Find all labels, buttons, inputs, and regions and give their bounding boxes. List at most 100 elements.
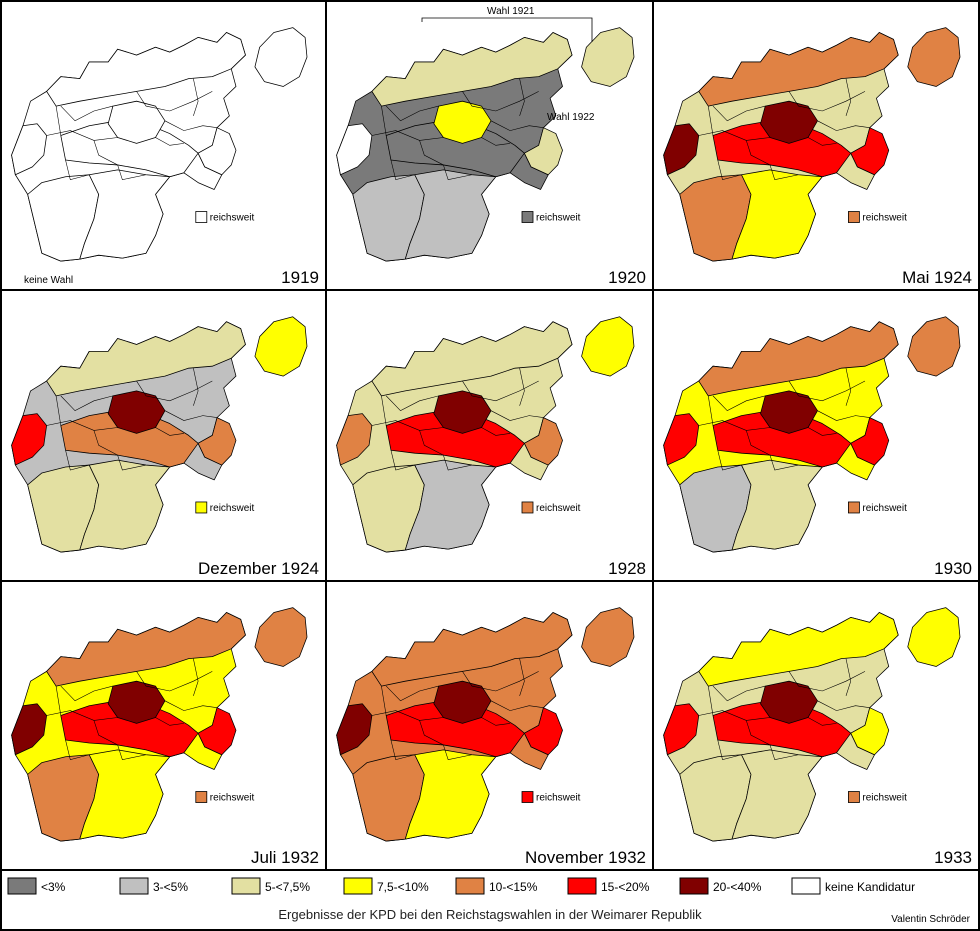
region-east-prussia — [907, 316, 961, 377]
legend-swatch — [791, 877, 821, 895]
legend-swatch — [7, 877, 37, 895]
district-border — [807, 137, 837, 146]
district-border — [698, 130, 771, 141]
region-west — [336, 703, 373, 756]
district-border — [136, 671, 213, 692]
district-border — [164, 120, 218, 131]
district-border — [55, 106, 62, 136]
district-border — [93, 430, 118, 456]
germany-map — [11, 316, 308, 553]
region-silesia — [197, 417, 237, 466]
germany-map — [663, 316, 961, 553]
district-border — [419, 430, 444, 456]
district-border — [490, 700, 544, 711]
district-border — [745, 430, 771, 456]
germany-map — [11, 27, 308, 262]
legend-swatch — [679, 877, 709, 895]
district-border — [707, 395, 714, 426]
reichsweit-swatch — [195, 501, 208, 514]
district-border — [490, 410, 544, 421]
district-border — [717, 159, 742, 181]
map-panels: reichsweit 1919 keine Wahl reichsweit 1920 Wa… — [2, 2, 978, 869]
district-border — [155, 427, 184, 436]
district-border — [371, 710, 444, 721]
district-border — [462, 380, 539, 402]
region-bavaria — [731, 459, 823, 551]
legend-swatch — [231, 877, 261, 895]
district-border — [519, 658, 525, 696]
legend-label: 3-<5% — [153, 880, 188, 894]
footer-background — [2, 901, 978, 929]
reichsweit-swatch — [195, 211, 208, 223]
district-border — [817, 700, 870, 711]
reichsweit-swatch — [521, 501, 534, 514]
region-north — [698, 612, 899, 687]
district-border — [381, 395, 387, 426]
district-border — [65, 159, 90, 181]
region-silesia — [197, 707, 237, 756]
region-west — [663, 123, 700, 176]
region-bavaria — [404, 459, 497, 551]
region-silesia — [850, 707, 890, 756]
reichsweit-label: reichsweit — [536, 793, 581, 804]
district-border — [155, 137, 184, 146]
region-silesia — [524, 417, 563, 466]
district-border — [788, 91, 866, 112]
district-border — [788, 671, 866, 692]
district-border — [117, 164, 147, 180]
legend-label: 7,5-<10% — [377, 880, 429, 894]
reichsweit-swatch — [521, 791, 534, 803]
legend-swatch — [455, 877, 485, 895]
map-panel: reichsweit 1920 Wahl 1921 Wahl 1922 — [327, 2, 652, 289]
district-border — [419, 140, 444, 166]
district-border — [46, 420, 118, 431]
election-label: 1930 — [934, 559, 972, 578]
reichsweit-swatch — [848, 211, 860, 223]
region-north — [698, 32, 899, 107]
district-border — [155, 717, 184, 726]
district-border — [769, 455, 799, 471]
district-border — [788, 380, 866, 402]
district-border — [65, 739, 90, 761]
region-bavaria — [404, 749, 497, 840]
district-border — [46, 710, 118, 721]
district-border — [93, 140, 118, 166]
district-border — [385, 685, 439, 702]
map-panel: reichsweit Mai 1924 — [654, 2, 978, 289]
election-label: 1928 — [608, 559, 646, 578]
region-east-prussia — [907, 607, 961, 667]
germany-map — [336, 316, 635, 553]
election-label: 1920 — [608, 268, 646, 287]
district-border — [117, 744, 147, 760]
district-border — [136, 91, 213, 112]
map-panel: reichsweit 1919 keine Wahl — [2, 2, 325, 289]
germany-map — [336, 27, 635, 262]
reichsweit-label: reichsweit — [862, 503, 907, 514]
district-border — [712, 685, 766, 702]
region-silesia — [850, 417, 890, 466]
district-border — [845, 658, 852, 696]
region-east-prussia — [254, 607, 308, 667]
district-border — [117, 455, 147, 471]
region-bavaria — [79, 169, 171, 260]
district-border — [717, 450, 742, 471]
election-label: 1933 — [934, 848, 972, 867]
legend: <3% 3-<5% 5-<7,5% 7,5-<10% 10-<15% 15-<20% 20-… — [2, 871, 978, 929]
map-panel: reichsweit November 1932 — [327, 582, 652, 869]
district-border — [390, 159, 415, 181]
district-border — [707, 106, 714, 136]
region-silesia — [524, 707, 563, 756]
region-silesia — [850, 127, 890, 176]
region-bavaria — [731, 169, 823, 260]
district-border — [519, 78, 525, 116]
district-border — [817, 120, 870, 131]
district-border — [462, 671, 539, 692]
district-border — [60, 395, 113, 412]
district-border — [385, 105, 439, 122]
district-border — [745, 720, 771, 746]
region-east-prussia — [581, 27, 635, 87]
map-panel: reichsweit 1928 — [327, 291, 652, 580]
district-border — [817, 410, 870, 421]
region-west — [336, 413, 373, 466]
region-east-prussia — [907, 27, 961, 87]
